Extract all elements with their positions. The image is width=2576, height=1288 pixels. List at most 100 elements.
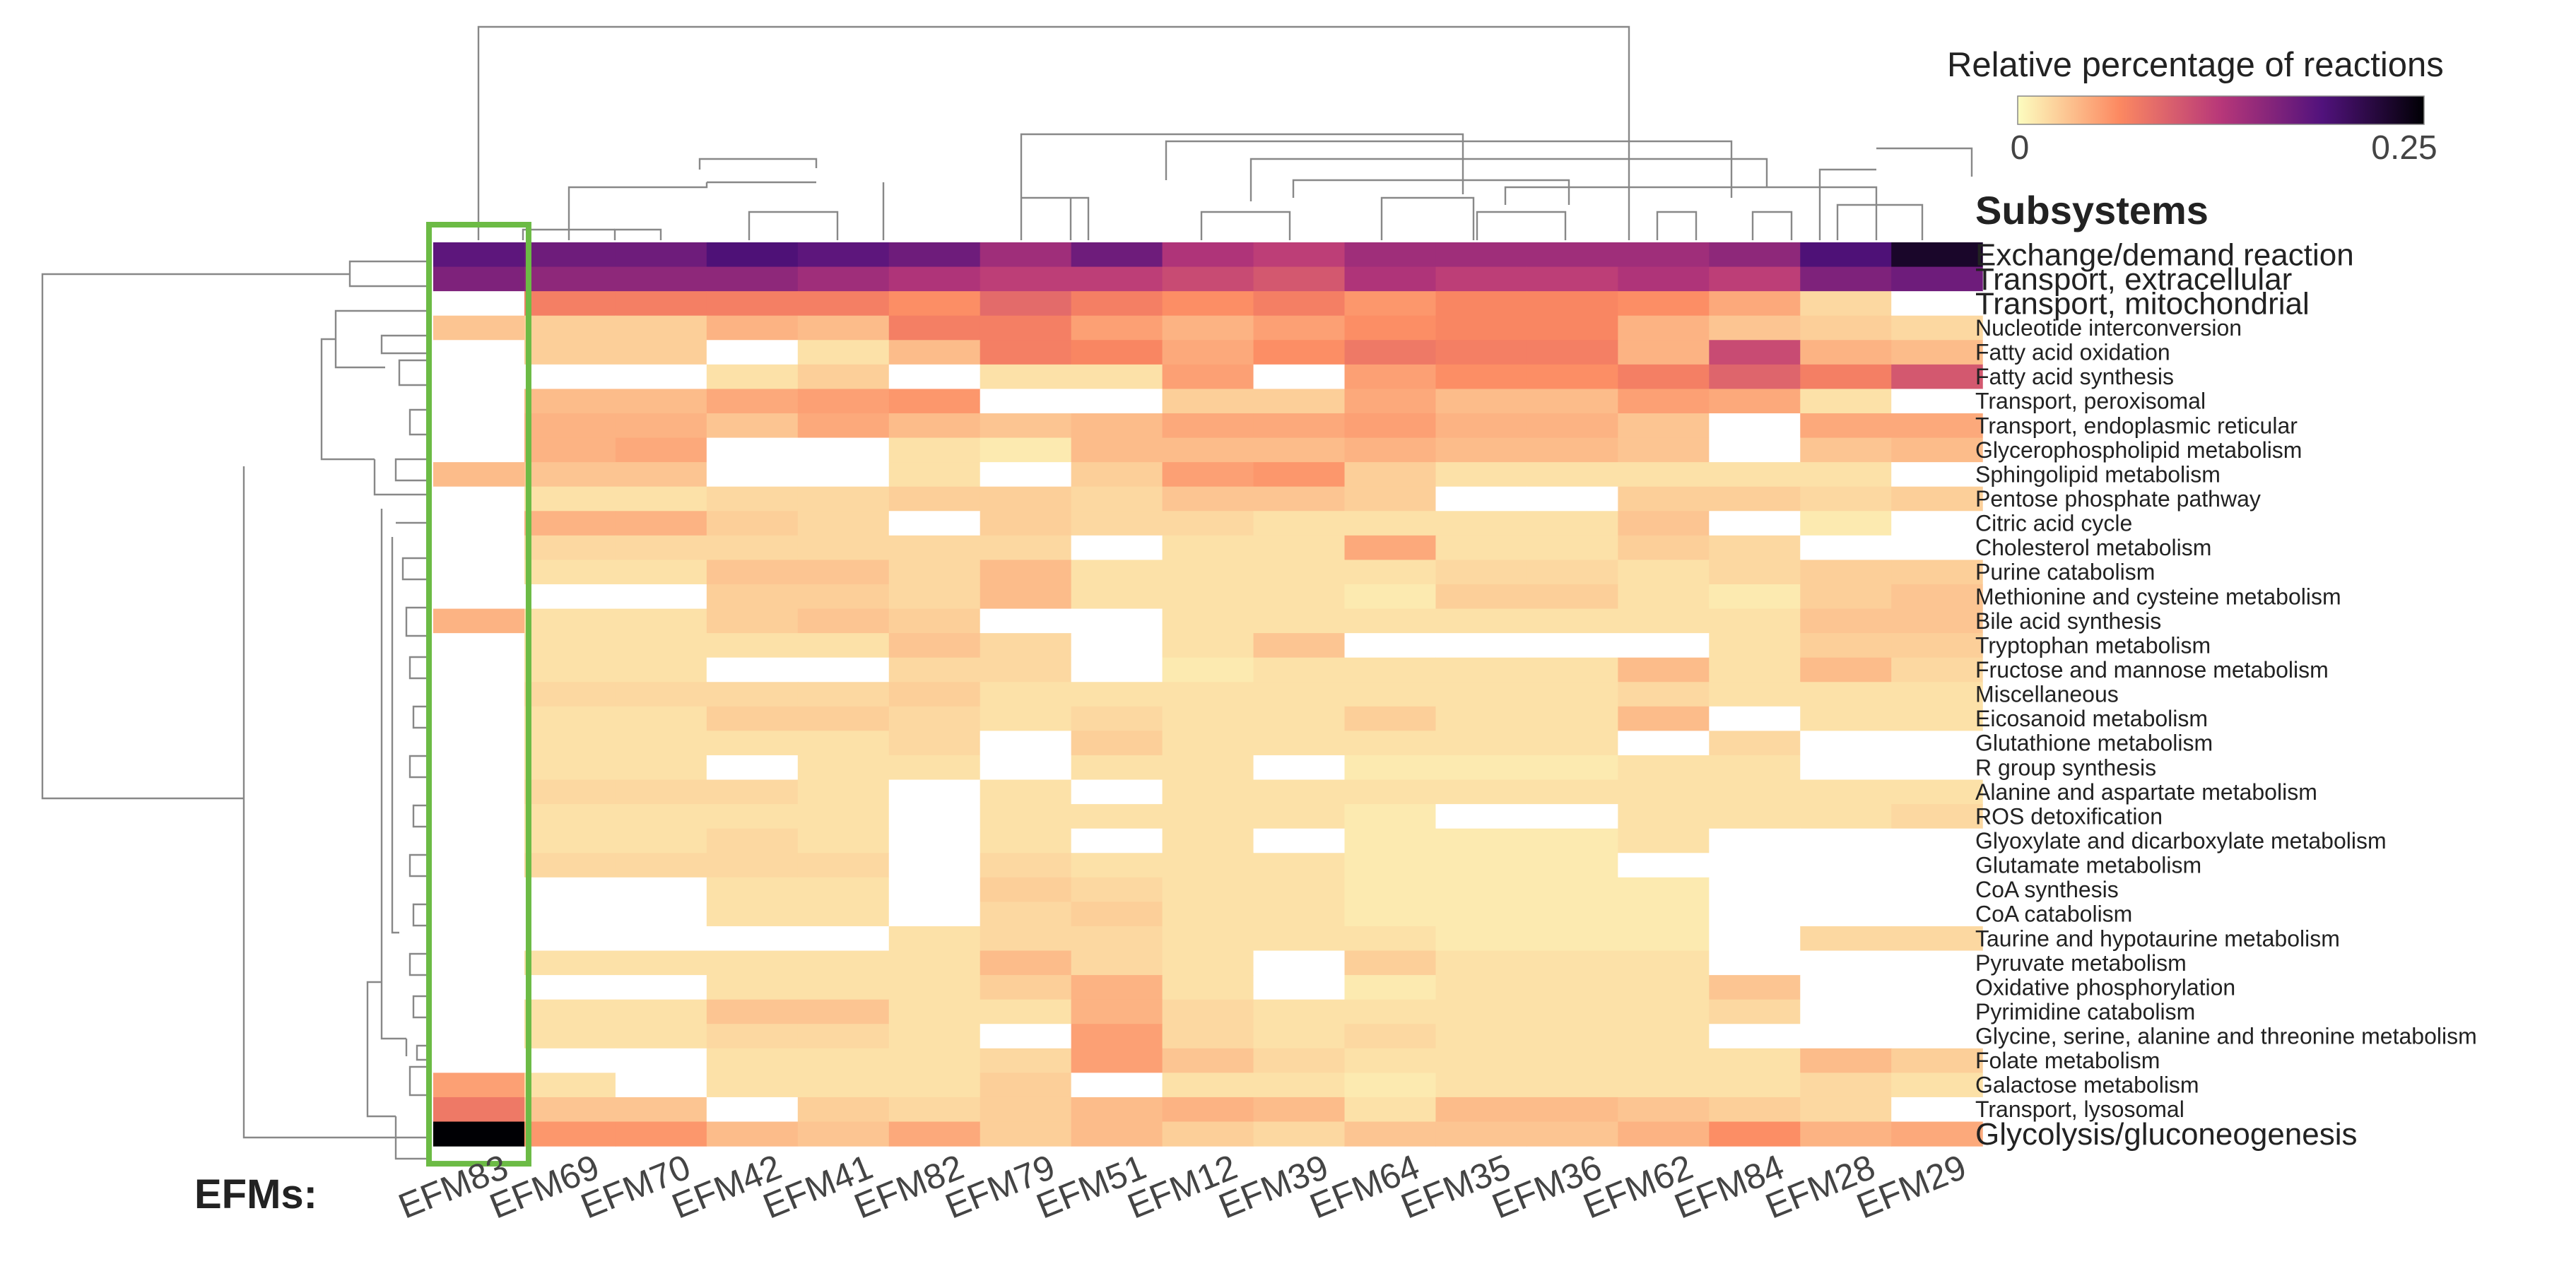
cell-EFM62-row-19 (1618, 706, 1710, 731)
cell-EFM39-row-1 (1253, 266, 1346, 292)
cell-EFM83-row-11 (433, 511, 525, 536)
cell-EFM39-row-29 (1253, 950, 1346, 976)
cell-EFM62-row-24 (1618, 828, 1710, 853)
row-label: Transport, lysosomal (1975, 1097, 2184, 1122)
cell-EFM51-row-2 (1071, 291, 1163, 317)
cell-EFM12-row-18 (1162, 682, 1254, 707)
cell-EFM79-row-31 (980, 999, 1072, 1024)
cell-EFM42-row-7 (706, 413, 799, 439)
cell-EFM82-row-16 (888, 633, 981, 658)
cell-EFM36-row-29 (1527, 950, 1618, 976)
cell-EFM41-row-0 (797, 242, 890, 268)
cell-EFM42-row-22 (706, 779, 799, 805)
cell-EFM29-row-19 (1891, 706, 1983, 731)
cell-EFM36-row-24 (1527, 828, 1618, 853)
cell-EFM51-row-9 (1071, 462, 1163, 488)
cell-EFM79-row-10 (980, 486, 1072, 512)
cell-EFM36-row-22 (1527, 779, 1618, 805)
cell-EFM35-row-5 (1435, 364, 1527, 390)
cell-EFM79-row-13 (980, 560, 1072, 585)
cell-EFM64-row-28 (1344, 926, 1437, 952)
cell-EFM42-row-8 (706, 437, 799, 463)
cell-EFM70-row-20 (615, 731, 707, 756)
cell-EFM82-row-9 (888, 462, 981, 488)
cell-EFM83-row-9 (433, 462, 525, 488)
cell-EFM42-row-35 (706, 1097, 799, 1123)
cell-EFM36-row-18 (1527, 682, 1618, 707)
cell-EFM29-row-3 (1891, 315, 1983, 341)
cell-EFM28-row-14 (1800, 584, 1892, 610)
cell-EFM69-row-13 (524, 560, 616, 585)
cell-EFM35-row-4 (1435, 340, 1527, 365)
cell-EFM82-row-26 (888, 877, 981, 902)
cell-EFM84-row-11 (1709, 511, 1801, 536)
cell-EFM51-row-3 (1071, 315, 1163, 341)
cell-EFM39-row-22 (1253, 779, 1346, 805)
cell-EFM28-row-1 (1800, 266, 1892, 292)
cell-EFM83-row-20 (433, 731, 525, 756)
cell-EFM62-row-12 (1618, 535, 1710, 561)
cell-EFM64-row-23 (1344, 804, 1437, 829)
cell-EFM51-row-8 (1071, 437, 1163, 463)
cell-EFM35-row-30 (1435, 975, 1527, 1000)
cell-EFM39-row-25 (1253, 853, 1346, 878)
cell-EFM69-row-28 (524, 926, 616, 952)
cell-EFM12-row-2 (1162, 291, 1254, 317)
cell-EFM41-row-16 (797, 633, 890, 658)
cell-EFM64-row-27 (1344, 902, 1437, 927)
cell-EFM42-row-21 (706, 755, 799, 781)
cell-EFM28-row-20 (1800, 731, 1892, 756)
cell-EFM64-row-29 (1344, 950, 1437, 976)
row-label: Bile acid synthesis (1975, 608, 2161, 634)
cell-EFM41-row-20 (797, 731, 890, 756)
cell-EFM12-row-5 (1162, 364, 1254, 390)
row-label: Oxidative phosphorylation (1975, 974, 2235, 1000)
cell-EFM42-row-19 (706, 706, 799, 731)
row-label: Alanine and aspartate metabolism (1975, 779, 2317, 805)
cell-EFM51-row-27 (1071, 902, 1163, 927)
cell-EFM28-row-24 (1800, 828, 1892, 853)
cell-EFM42-row-10 (706, 486, 799, 512)
cell-EFM29-row-1 (1891, 266, 1983, 292)
cell-EFM70-row-21 (615, 755, 707, 781)
cell-EFM29-row-13 (1891, 560, 1983, 585)
cell-EFM79-row-8 (980, 437, 1072, 463)
cell-EFM29-row-16 (1891, 633, 1983, 658)
cell-EFM41-row-11 (797, 511, 890, 536)
cell-EFM62-row-15 (1618, 608, 1710, 634)
cell-EFM64-row-10 (1344, 486, 1437, 512)
cell-EFM84-row-29 (1709, 950, 1801, 976)
cell-EFM35-row-21 (1435, 755, 1527, 781)
cell-EFM35-row-9 (1435, 462, 1527, 488)
cell-EFM36-row-31 (1527, 999, 1618, 1024)
cell-EFM79-row-33 (980, 1048, 1072, 1073)
cell-EFM64-row-19 (1344, 706, 1437, 731)
cell-EFM79-row-5 (980, 364, 1072, 390)
row-label: Pyruvate metabolism (1975, 950, 2187, 976)
cell-EFM39-row-20 (1253, 731, 1346, 756)
cell-EFM35-row-23 (1435, 804, 1527, 829)
cell-EFM84-row-35 (1709, 1097, 1801, 1123)
cell-EFM70-row-32 (615, 1024, 707, 1049)
cell-EFM84-row-0 (1709, 242, 1801, 268)
cell-EFM62-row-27 (1618, 902, 1710, 927)
cell-EFM41-row-18 (797, 682, 890, 707)
row-label: Glycerophospholipid metabolism (1975, 437, 2302, 463)
cell-EFM83-row-32 (433, 1024, 525, 1049)
cell-EFM28-row-33 (1800, 1048, 1892, 1073)
cell-EFM41-row-36 (797, 1121, 890, 1147)
cell-EFM42-row-23 (706, 804, 799, 829)
cell-EFM84-row-26 (1709, 877, 1801, 902)
cell-EFM35-row-32 (1435, 1024, 1527, 1049)
cell-EFM51-row-22 (1071, 779, 1163, 805)
cell-EFM64-row-6 (1344, 389, 1437, 414)
cell-EFM12-row-11 (1162, 511, 1254, 536)
cell-EFM28-row-7 (1800, 413, 1892, 439)
cell-EFM83-row-25 (433, 853, 525, 878)
cell-EFM51-row-15 (1071, 608, 1163, 634)
cell-EFM42-row-17 (706, 657, 799, 683)
cell-EFM36-row-32 (1527, 1024, 1618, 1049)
cell-EFM12-row-7 (1162, 413, 1254, 439)
cell-EFM64-row-24 (1344, 828, 1437, 853)
cell-EFM39-row-16 (1253, 633, 1346, 658)
